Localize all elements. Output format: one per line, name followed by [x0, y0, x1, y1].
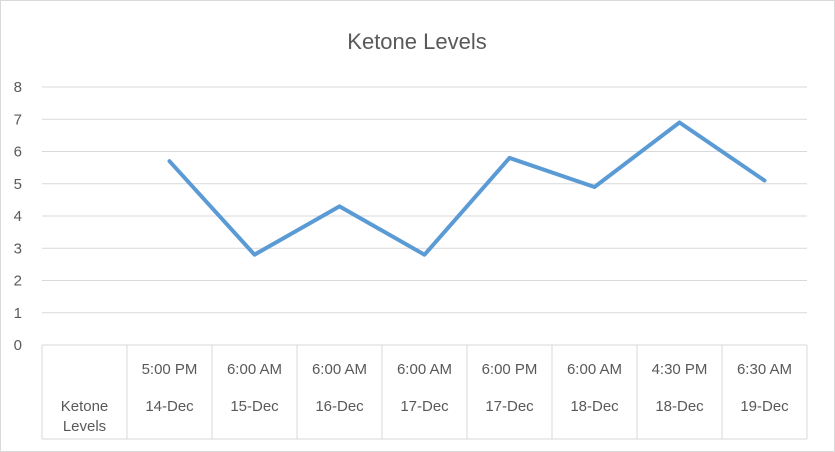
- y-tick-label: 8: [14, 79, 22, 96]
- category-time-label: 4:30 PM: [652, 361, 708, 378]
- category-date-label: 17-Dec: [400, 398, 449, 415]
- category-date-label: 15-Dec: [230, 398, 279, 415]
- category-time-label: 6:00 AM: [227, 361, 282, 378]
- y-tick-label: 4: [14, 208, 22, 225]
- y-tick-label: 3: [14, 240, 22, 257]
- category-time-label: 6:00 AM: [397, 361, 452, 378]
- y-tick-label: 5: [14, 176, 22, 193]
- category-time-label: 6:00 AM: [312, 361, 367, 378]
- table-row-label: Ketone: [61, 398, 109, 415]
- category-date-label: 14-Dec: [145, 398, 194, 415]
- y-tick-label: 0: [14, 337, 22, 354]
- series-layer: [167, 120, 767, 257]
- y-axis-ticks: 0 1 2 3 4 5 6 7 8: [14, 79, 22, 354]
- category-time-label: 6:00 AM: [567, 361, 622, 378]
- series-line: [167, 120, 767, 257]
- table-row-label: Levels: [63, 418, 106, 435]
- gridlines: [42, 86, 807, 346]
- y-tick-label: 1: [14, 305, 22, 322]
- y-tick-label: 2: [14, 273, 22, 290]
- category-time-label: 6:00 PM: [482, 361, 538, 378]
- y-tick-label: 6: [14, 144, 22, 161]
- category-time-label: 5:00 PM: [142, 361, 198, 378]
- chart-title: Ketone Levels: [347, 29, 486, 54]
- category-date-label: 18-Dec: [570, 398, 619, 415]
- category-date-label: 18-Dec: [655, 398, 704, 415]
- category-time-label: 6:30 AM: [737, 361, 792, 378]
- category-table: Ketone Levels 5:00 PM 14-Dec 6:00 AM 15-Dec 6:…: [41, 345, 808, 440]
- y-tick-label: 7: [14, 111, 22, 128]
- category-date-label: 17-Dec: [485, 398, 534, 415]
- category-date-label: 16-Dec: [315, 398, 364, 415]
- category-date-label: 19-Dec: [740, 398, 789, 415]
